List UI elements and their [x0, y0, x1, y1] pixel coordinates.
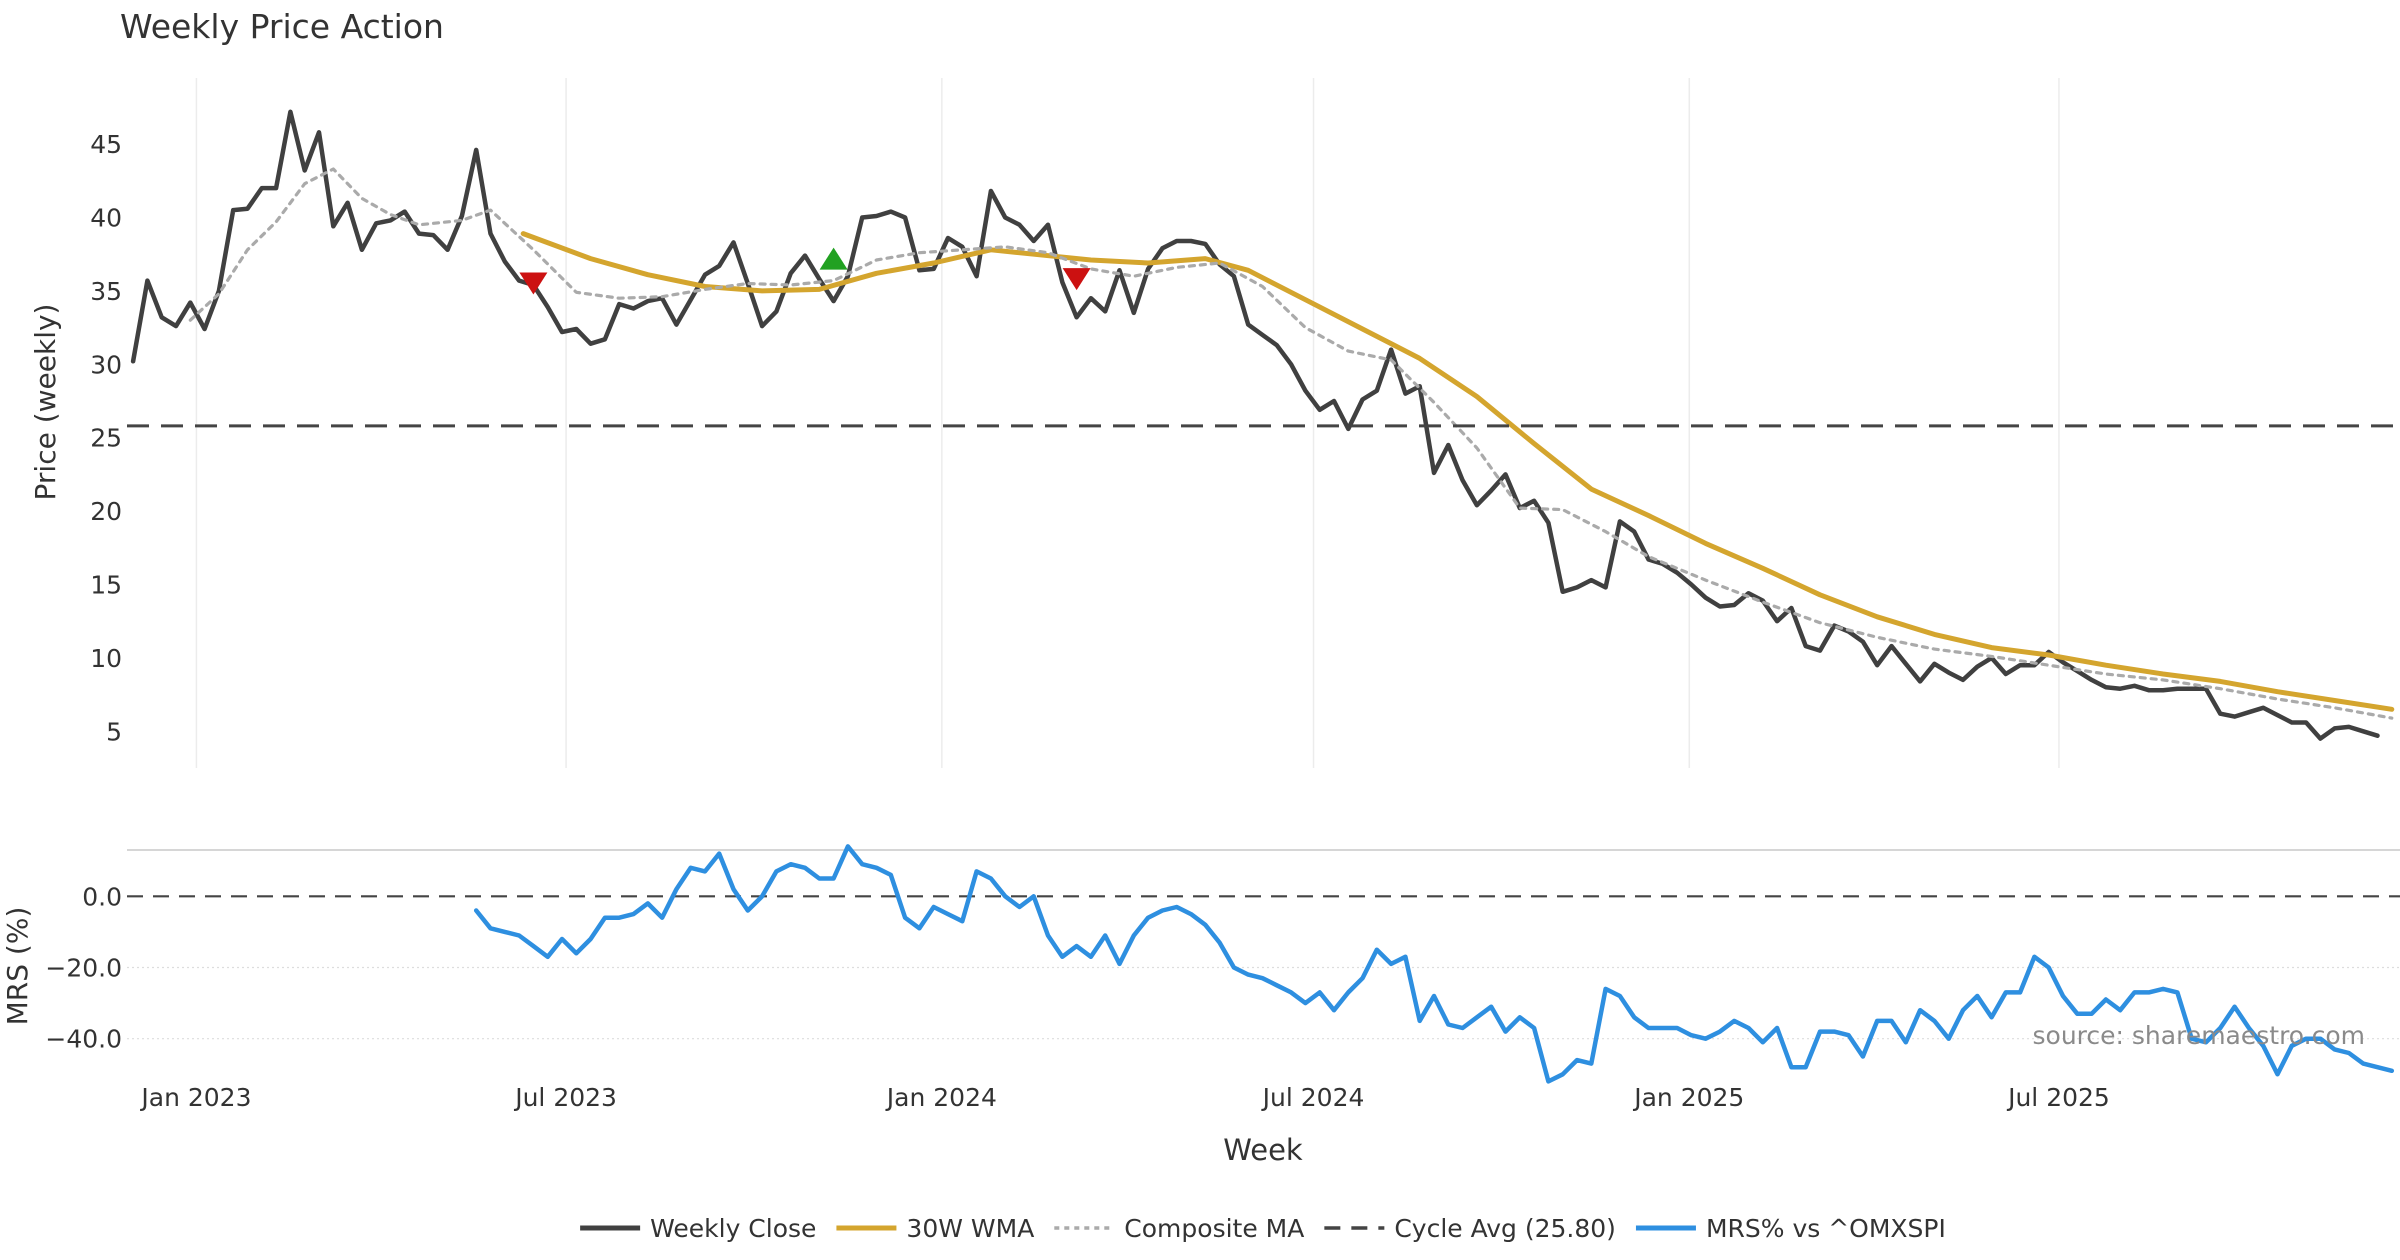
legend-label: Composite MA	[1124, 1214, 1304, 1243]
composite-ma-line	[188, 167, 2394, 720]
x-tick-label: Jul 2023	[513, 1083, 617, 1112]
legend-label: 30W WMA	[906, 1214, 1034, 1243]
sell-signal-marker	[1062, 268, 1091, 291]
legend-label: MRS% vs ^OMXSPI	[1706, 1214, 1946, 1243]
x-axis-label: Week	[1223, 1133, 1303, 1167]
y-tick-label: 30	[90, 350, 122, 379]
y-tick-label: 40	[90, 203, 122, 232]
legend-label: Cycle Avg (25.80)	[1394, 1214, 1616, 1243]
x-tick-label: Jan 2024	[885, 1083, 997, 1112]
mrs-panel: 0.0 −20.0 −40.0 Jan 2023 Jul 2023 Jan 2024 Jul…	[45, 844, 2400, 1112]
weekly-close-line	[130, 109, 2380, 741]
price-panel: 5 10 15 20 25 30 35 40 45	[90, 78, 2400, 768]
x-tick-label: Jan 2025	[1632, 1083, 1744, 1112]
y-axis-label-price: Price (weekly)	[29, 304, 62, 501]
legend: Weekly Close 30W WMA Composite MA Cycle Avg…	[580, 1214, 1946, 1243]
sell-signal-marker	[519, 272, 548, 295]
x-tick-label: Jul 2025	[2006, 1083, 2110, 1112]
buy-signal-marker	[819, 247, 848, 270]
y-tick-label: 15	[90, 570, 122, 599]
y-tick-label: −40.0	[45, 1025, 122, 1054]
mrs-line	[473, 844, 2395, 1084]
chart-title: Weekly Price Action	[120, 7, 444, 46]
x-tick-label: Jul 2024	[1261, 1083, 1365, 1112]
y-tick-label: 45	[90, 130, 122, 159]
30w-wma-line	[520, 231, 2395, 712]
y-axis-label-mrs: MRS (%)	[1, 907, 34, 1026]
x-tick-label: Jan 2023	[139, 1083, 251, 1112]
y-tick-label: 25	[90, 424, 122, 453]
legend-label: Weekly Close	[650, 1214, 816, 1243]
y-tick-label: 10	[90, 644, 122, 673]
y-tick-label: −20.0	[45, 954, 122, 983]
y-tick-label: 20	[90, 497, 122, 526]
y-tick-label: 0.0	[82, 882, 122, 911]
y-tick-label: 35	[90, 277, 122, 306]
source-watermark: source: sharemaestro.com	[2033, 1021, 2366, 1050]
y-tick-label: 5	[106, 717, 122, 746]
